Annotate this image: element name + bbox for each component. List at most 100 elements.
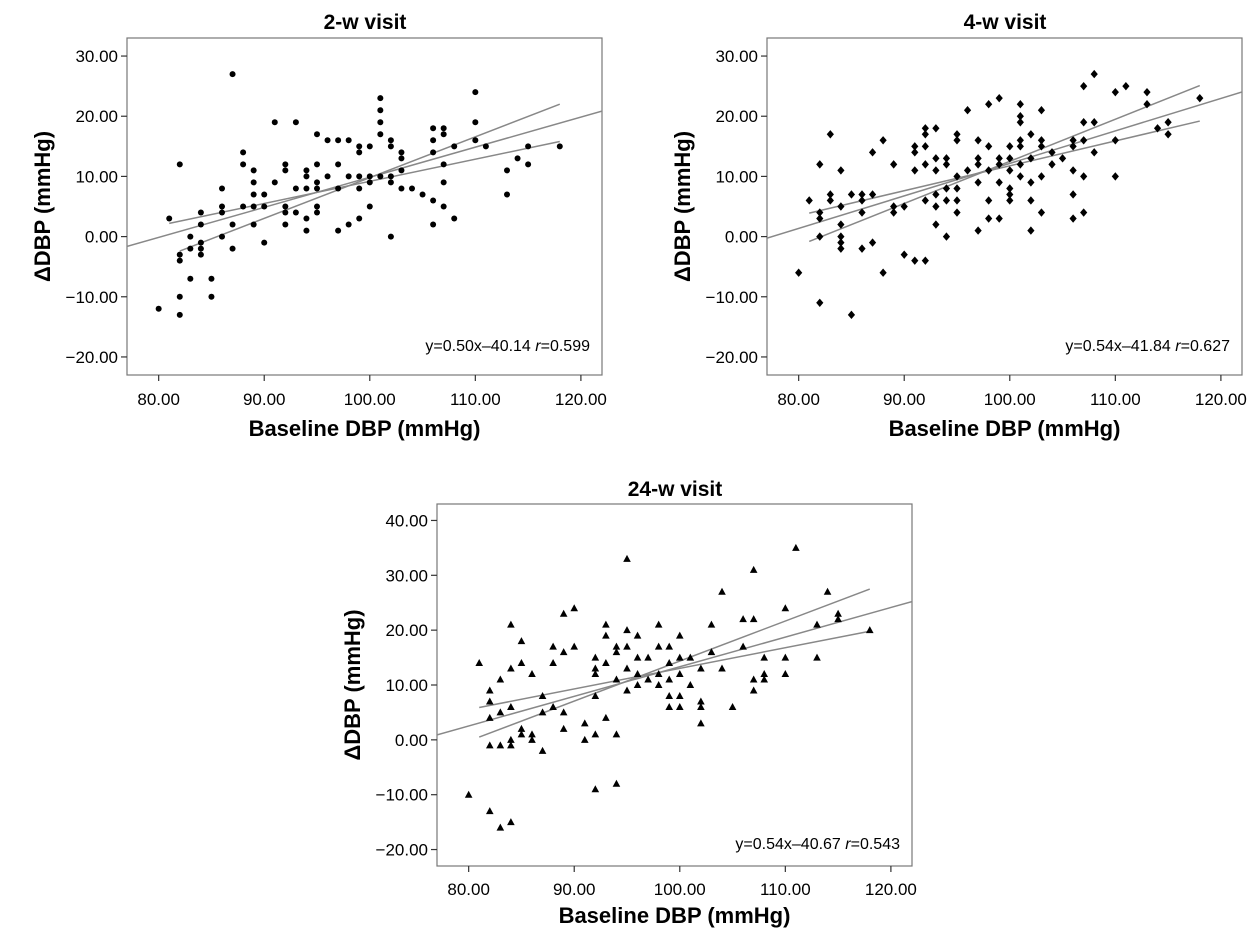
data-point bbox=[485, 807, 494, 815]
data-point bbox=[1164, 130, 1172, 139]
data-point bbox=[675, 702, 684, 710]
y-tick-label: 40.00 bbox=[385, 511, 428, 530]
data-point bbox=[176, 251, 183, 258]
data-point bbox=[377, 173, 384, 180]
data-point bbox=[208, 275, 215, 282]
data-point bbox=[1037, 172, 1046, 181]
y-axis-label: ΔDBP (mmHg) bbox=[670, 131, 695, 282]
data-point bbox=[675, 631, 684, 639]
data-point bbox=[602, 713, 610, 721]
data-point bbox=[324, 173, 331, 180]
data-point bbox=[868, 238, 877, 247]
data-point bbox=[240, 161, 247, 168]
data-point bbox=[816, 208, 824, 217]
plot-frame bbox=[766, 37, 1243, 376]
x-tick-label: 90.00 bbox=[553, 880, 596, 899]
data-point bbox=[942, 196, 951, 205]
data-point bbox=[900, 202, 908, 211]
data-point bbox=[345, 221, 352, 228]
data-point bbox=[250, 221, 257, 228]
data-point bbox=[1069, 142, 1077, 151]
y-tick-label: 30.00 bbox=[715, 47, 758, 66]
data-point bbox=[1006, 166, 1014, 175]
data-point bbox=[942, 184, 951, 193]
data-point bbox=[419, 191, 426, 198]
data-point bbox=[834, 609, 842, 617]
data-point bbox=[1153, 124, 1162, 133]
data-point bbox=[781, 653, 790, 661]
data-point bbox=[440, 161, 447, 168]
data-point bbox=[485, 741, 494, 749]
data-point bbox=[398, 167, 405, 174]
x-tick-label: 80.00 bbox=[777, 390, 820, 409]
regression-equation: y=0.54x–41.84 r=0.627 bbox=[1065, 338, 1230, 355]
data-point bbox=[451, 143, 458, 150]
data-point bbox=[261, 203, 268, 210]
data-point bbox=[398, 155, 405, 162]
data-point bbox=[879, 136, 887, 145]
data-point bbox=[728, 702, 737, 710]
data-point bbox=[356, 173, 363, 180]
data-point bbox=[985, 166, 993, 175]
data-point bbox=[602, 659, 610, 667]
data-point bbox=[1037, 142, 1046, 151]
y-tick-label: 20.00 bbox=[385, 621, 428, 640]
x-tick-label: 120.00 bbox=[1195, 390, 1247, 409]
data-point bbox=[155, 305, 162, 312]
y-tick-label: 20.00 bbox=[75, 107, 118, 126]
plot-frame bbox=[436, 503, 913, 867]
data-point bbox=[387, 143, 394, 150]
regression-line bbox=[127, 110, 602, 248]
data-point bbox=[995, 160, 1003, 169]
data-point bbox=[1006, 154, 1014, 163]
x-tick-label: 90.00 bbox=[883, 390, 926, 409]
data-point bbox=[559, 708, 568, 716]
data-point bbox=[472, 89, 479, 96]
data-point bbox=[1037, 106, 1046, 115]
data-point bbox=[292, 119, 299, 126]
y-axis-label: ΔDBP (mmHg) bbox=[340, 609, 365, 760]
y-tick-label: 30.00 bbox=[385, 566, 428, 585]
data-point bbox=[377, 119, 384, 126]
data-point bbox=[921, 142, 929, 151]
data-point bbox=[496, 675, 505, 683]
data-point bbox=[229, 245, 236, 252]
data-point bbox=[781, 604, 790, 612]
data-point bbox=[739, 615, 747, 623]
data-point bbox=[472, 137, 479, 144]
data-point bbox=[464, 790, 473, 798]
data-point bbox=[813, 620, 821, 628]
equation-text: y=0.54x–41.84 bbox=[1065, 338, 1175, 355]
data-point bbox=[1037, 208, 1046, 217]
data-point bbox=[612, 648, 621, 656]
data-point bbox=[496, 708, 505, 716]
data-point bbox=[219, 203, 225, 210]
plot-frame bbox=[126, 37, 603, 376]
data-point bbox=[826, 130, 834, 139]
data-point bbox=[953, 136, 961, 145]
data-point bbox=[549, 642, 557, 650]
data-point bbox=[1006, 184, 1014, 193]
data-point bbox=[816, 160, 824, 169]
data-point bbox=[1080, 81, 1088, 91]
y-tick-label: −10.00 bbox=[376, 786, 428, 805]
data-point bbox=[985, 196, 993, 205]
data-point bbox=[654, 681, 663, 688]
data-point bbox=[517, 659, 526, 667]
x-tick-label: 110.00 bbox=[1090, 390, 1141, 409]
y-axis-label: ΔDBP (mmHg) bbox=[30, 131, 55, 282]
x-tick-label: 110.00 bbox=[450, 390, 501, 409]
data-point bbox=[697, 664, 705, 672]
data-point bbox=[932, 124, 940, 133]
data-point bbox=[932, 190, 940, 199]
data-point bbox=[697, 719, 705, 727]
data-point bbox=[303, 173, 310, 180]
data-point bbox=[932, 202, 940, 211]
data-point bbox=[356, 185, 363, 192]
data-point bbox=[834, 615, 842, 623]
data-point bbox=[271, 119, 278, 126]
data-point bbox=[507, 735, 515, 743]
data-point bbox=[1027, 226, 1035, 235]
data-point bbox=[1080, 136, 1088, 145]
regression-equation: y=0.54x–40.67 r=0.543 bbox=[735, 836, 900, 853]
